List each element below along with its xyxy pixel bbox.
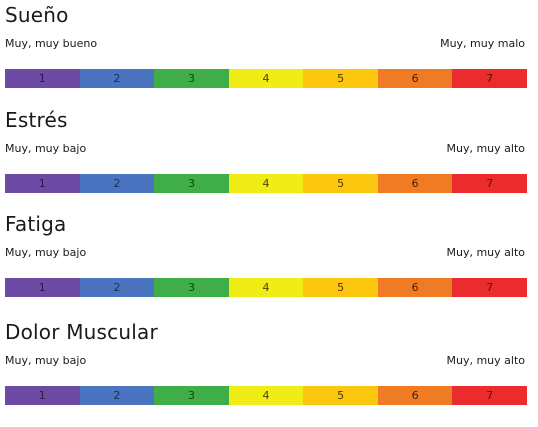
section-fatigue: Fatiga Muy, muy bajo Muy, muy alto 1 2 3…: [0, 212, 538, 312]
scale-option-7[interactable]: 7: [452, 174, 528, 193]
section-sleep: Sueño Muy, muy bueno Muy, muy malo 1 2 3…: [0, 3, 538, 103]
scale-option-3[interactable]: 3: [154, 278, 229, 297]
scale-min-label: Muy, muy bajo: [5, 142, 87, 155]
section-muscle-pain: Dolor Muscular Muy, muy bajo Muy, muy al…: [0, 320, 538, 420]
scale-option-4[interactable]: 4: [228, 69, 304, 88]
scale-option-5[interactable]: 5: [303, 69, 378, 88]
scale-option-3[interactable]: 3: [154, 174, 229, 193]
rating-scale: 1 2 3 4 5 6 7: [5, 278, 528, 297]
scale-max-label: Muy, muy malo: [440, 37, 525, 50]
scale-option-1[interactable]: 1: [5, 386, 80, 405]
section-title: Estrés: [5, 108, 68, 132]
scale-min-label: Muy, muy bajo: [5, 354, 87, 367]
scale-max-label: Muy, muy alto: [446, 354, 526, 367]
scale-option-6[interactable]: 6: [377, 174, 453, 193]
scale-option-6[interactable]: 6: [377, 278, 453, 297]
scale-option-3[interactable]: 3: [154, 69, 229, 88]
section-title: Dolor Muscular: [5, 320, 158, 344]
scale-option-1[interactable]: 1: [5, 174, 80, 193]
scale-option-1[interactable]: 1: [5, 69, 80, 88]
scale-option-3[interactable]: 3: [154, 386, 229, 405]
scale-option-1[interactable]: 1: [5, 278, 80, 297]
rating-scale: 1 2 3 4 5 6 7: [5, 174, 528, 193]
scale-max-label: Muy, muy alto: [446, 246, 526, 259]
scale-option-4[interactable]: 4: [228, 174, 304, 193]
scale-option-7[interactable]: 7: [452, 69, 528, 88]
scale-option-6[interactable]: 6: [377, 386, 453, 405]
rating-scale: 1 2 3 4 5 6 7: [5, 386, 528, 405]
rating-scale: 1 2 3 4 5 6 7: [5, 69, 528, 88]
scale-option-6[interactable]: 6: [377, 69, 453, 88]
section-title: Fatiga: [5, 212, 67, 236]
scale-option-4[interactable]: 4: [228, 386, 304, 405]
scale-option-7[interactable]: 7: [452, 386, 528, 405]
scale-option-7[interactable]: 7: [452, 278, 528, 297]
scale-option-2[interactable]: 2: [79, 69, 155, 88]
scale-option-5[interactable]: 5: [303, 386, 378, 405]
scale-option-5[interactable]: 5: [303, 174, 378, 193]
scale-option-2[interactable]: 2: [79, 386, 155, 405]
scale-option-2[interactable]: 2: [79, 278, 155, 297]
scale-max-label: Muy, muy alto: [446, 142, 526, 155]
scale-option-2[interactable]: 2: [79, 174, 155, 193]
scale-option-4[interactable]: 4: [228, 278, 304, 297]
section-stress: Estrés Muy, muy bajo Muy, muy alto 1 2 3…: [0, 108, 538, 208]
scale-min-label: Muy, muy bajo: [5, 246, 87, 259]
scale-option-5[interactable]: 5: [303, 278, 378, 297]
section-title: Sueño: [5, 3, 69, 27]
scale-min-label: Muy, muy bueno: [5, 37, 98, 50]
